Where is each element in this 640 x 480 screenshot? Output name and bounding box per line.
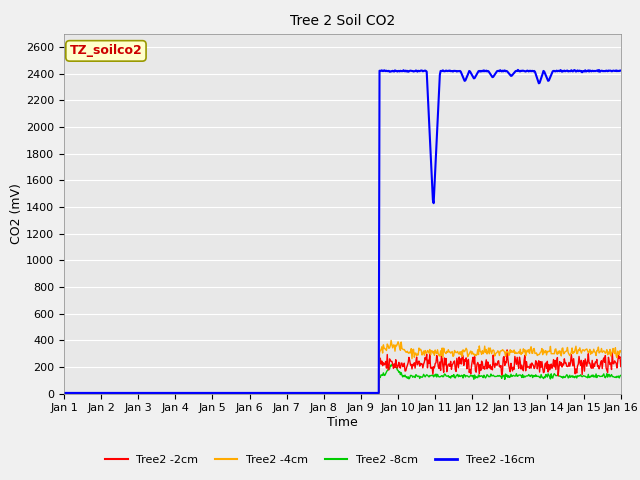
Legend: Tree2 -2cm, Tree2 -4cm, Tree2 -8cm, Tree2 -16cm: Tree2 -2cm, Tree2 -4cm, Tree2 -8cm, Tree…: [101, 451, 539, 469]
Text: TZ_soilco2: TZ_soilco2: [70, 44, 142, 58]
X-axis label: Time: Time: [327, 416, 358, 429]
Y-axis label: CO2 (mV): CO2 (mV): [10, 183, 23, 244]
Title: Tree 2 Soil CO2: Tree 2 Soil CO2: [290, 14, 395, 28]
